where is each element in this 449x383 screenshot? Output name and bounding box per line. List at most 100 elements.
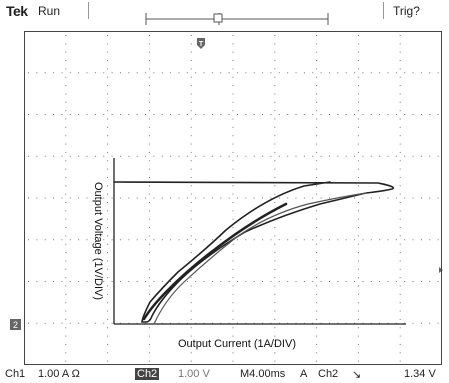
grid-dot (178, 322, 180, 324)
grid-dot (103, 239, 105, 241)
grid-dot (190, 135, 192, 137)
grid-dot (316, 352, 318, 354)
trigger-mode: A (300, 368, 308, 380)
grid-dot (86, 114, 88, 115)
grid-dot (429, 197, 431, 199)
grid-dot (86, 197, 88, 199)
grid-dot (136, 322, 138, 324)
grid-dot (148, 293, 150, 295)
grid-dot (357, 76, 359, 78)
grid-dot (399, 101, 401, 103)
grid-dot (399, 35, 401, 36)
grid-dot (274, 252, 276, 254)
grid-dot (312, 239, 314, 241)
grid-dot (161, 197, 163, 199)
grid-dot (316, 360, 318, 362)
grid-dot (36, 114, 38, 115)
grid-dot (36, 155, 38, 157)
grid-dot (287, 281, 289, 282)
grid-dot (429, 72, 431, 74)
grid-dot (61, 114, 63, 115)
grid-dot (211, 197, 213, 199)
grid-dot (36, 72, 38, 74)
grid-dot (316, 160, 318, 162)
grid-dot (53, 239, 55, 241)
grid-dot (404, 239, 406, 241)
grid-dot (232, 252, 234, 254)
grid-dot (190, 168, 192, 170)
grid-dot (295, 322, 297, 324)
graticule-frame (24, 31, 442, 365)
grid-dot (399, 293, 401, 295)
grid-dot (65, 193, 67, 195)
grid-dot (420, 72, 422, 74)
grid-dot (190, 285, 192, 287)
grid-dot (274, 35, 276, 36)
grid-dot (220, 322, 222, 324)
grid-dot (65, 176, 67, 178)
grid-dot (94, 197, 96, 199)
grid-dot (107, 35, 109, 36)
grid-dot (153, 72, 155, 74)
grid-dot (387, 322, 389, 324)
grid-dot (437, 197, 439, 199)
grid-dot (262, 322, 264, 324)
grid-dot (232, 43, 234, 45)
grid-dot (357, 202, 359, 203)
grid-dot (278, 239, 280, 241)
grid-dot (78, 155, 80, 157)
grid-dot (161, 239, 163, 241)
grid-dot (232, 93, 234, 95)
grid-dot (357, 126, 359, 128)
grid-dot (316, 227, 318, 229)
grid-dot (136, 239, 138, 241)
grid-dot (44, 114, 46, 115)
grid-dot (357, 151, 359, 153)
grid-dot (211, 322, 213, 324)
grid-dot (190, 35, 192, 36)
grid-dot (345, 114, 347, 115)
grid-dot (328, 155, 330, 157)
grid-dot (357, 168, 359, 170)
grid-dot (153, 114, 155, 115)
grid-dot (316, 110, 318, 112)
grid-dot (119, 322, 121, 324)
grid-dot (119, 155, 121, 157)
grid-dot (237, 322, 238, 324)
grid-dot (148, 168, 150, 170)
grid-dot (107, 60, 109, 62)
grid-dot (119, 281, 121, 282)
grid-dot (232, 126, 234, 128)
grid-dot (357, 318, 359, 320)
grid-dot (357, 110, 359, 112)
grid-dot (274, 76, 276, 78)
grid-dot (111, 155, 113, 157)
grid-dot (148, 176, 150, 178)
grid-dot (107, 293, 109, 295)
grid-dot (107, 85, 109, 87)
grid-dot (399, 360, 401, 362)
grid-dot (399, 185, 401, 187)
grid-dot (320, 281, 322, 282)
grid-dot (69, 239, 71, 241)
grid-dot (357, 85, 359, 87)
grid-dot (44, 322, 46, 324)
grid-dot (232, 260, 234, 262)
grid-dot (86, 155, 88, 157)
grid-dot (220, 114, 222, 115)
grid-dot (357, 118, 359, 120)
grid-dot (437, 239, 439, 241)
grid-dot (362, 197, 364, 199)
grid-dot (195, 155, 197, 157)
grid-dot (190, 85, 192, 87)
grid-dot (94, 72, 96, 74)
grid-dot (362, 239, 364, 241)
run-state-label: Run (38, 4, 61, 18)
grid-dot (370, 114, 372, 115)
grid-dot (362, 72, 364, 74)
grid-dot (170, 155, 172, 157)
grid-dot (245, 281, 247, 282)
grid-dot (253, 281, 255, 282)
grid-dot (316, 168, 318, 170)
grid-dot (78, 281, 80, 282)
